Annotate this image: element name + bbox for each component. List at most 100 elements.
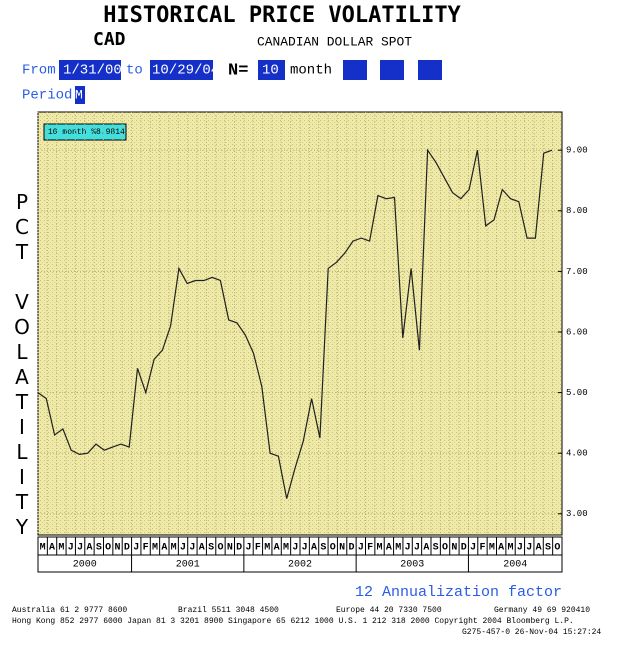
x-tick-label: J <box>133 543 139 554</box>
x-tick-label: M <box>283 543 289 554</box>
x-tick-label: O <box>217 543 223 554</box>
x-tick-label: M <box>171 543 177 554</box>
legend-value: 8.9814 <box>96 128 125 137</box>
x-tick-label: J <box>77 543 83 554</box>
x-tick-label: A <box>49 543 55 554</box>
annotation: 12 Annualization factor <box>355 584 562 601</box>
x-tick-label: M <box>264 543 270 554</box>
x-tick-label: M <box>489 543 495 554</box>
x-tick-label: J <box>517 543 523 554</box>
y-tick-label: 7.00 <box>566 267 588 277</box>
x-tick-label: J <box>414 543 420 554</box>
footer-text: Europe 44 20 7330 7500 <box>336 606 442 615</box>
footer-text: Australia 61 2 9777 8600 <box>12 606 127 615</box>
year-label: 2002 <box>288 560 312 571</box>
n-label: N= <box>228 61 248 80</box>
n-unit: month <box>290 63 332 79</box>
x-tick-label: S <box>96 543 102 554</box>
description: CANADIAN DOLLAR SPOT <box>257 34 412 49</box>
x-tick-label: M <box>395 543 401 554</box>
footer-text: Hong Kong 852 2977 6000 Japan 81 3 3201 … <box>12 617 574 626</box>
x-tick-label: D <box>461 543 467 554</box>
x-tick-label: S <box>545 543 551 554</box>
year-label: 2004 <box>503 560 527 571</box>
series-line <box>37 148 553 499</box>
footer-text: G275-457-0 26-Nov-04 15:27:24 <box>462 628 601 637</box>
x-tick-label: A <box>274 543 280 554</box>
button[interactable] <box>418 60 442 80</box>
x-tick-label: O <box>554 543 560 554</box>
x-tick-label: A <box>498 543 504 554</box>
x-tick-label: N <box>115 543 121 554</box>
x-tick-label: F <box>255 543 261 554</box>
x-tick-label: J <box>180 543 186 554</box>
x-tick-label: M <box>40 543 46 554</box>
to-label: to <box>126 63 143 79</box>
y-tick-label: 3.00 <box>566 509 588 519</box>
from-label: From <box>22 63 56 79</box>
y-tick-label: 6.00 <box>566 327 588 337</box>
x-tick-label: D <box>236 543 242 554</box>
year-label: 2003 <box>400 560 424 571</box>
x-tick-label: M <box>58 543 64 554</box>
x-tick-label: J <box>470 543 476 554</box>
from: 1/31/00 <box>63 63 122 79</box>
x-tick-label: S <box>433 543 439 554</box>
x-tick-label: N <box>339 543 345 554</box>
to-box[interactable] <box>150 60 213 80</box>
x-tick-label: J <box>246 543 252 554</box>
x-tick-label: A <box>86 543 92 554</box>
x-tick-label: F <box>367 543 373 554</box>
year-label: 2001 <box>176 560 200 571</box>
n: 10 <box>262 63 279 79</box>
year-label: 2000 <box>73 560 97 571</box>
period-label: Period <box>22 88 72 104</box>
x-tick-label: A <box>536 543 542 554</box>
legend-label: 10 month % <box>48 128 96 137</box>
from-box[interactable] <box>59 60 121 80</box>
x-tick-label: N <box>227 543 233 554</box>
x-tick-label: A <box>199 543 205 554</box>
x-tick-label: J <box>292 543 298 554</box>
period: M <box>75 87 83 102</box>
y-axis-label: PCT VOLATILITY <box>10 190 34 540</box>
x-tick-label: F <box>143 543 149 554</box>
y-tick-label: 8.00 <box>566 206 588 216</box>
x-tick-label: S <box>208 543 214 554</box>
x-tick-label: D <box>348 543 354 554</box>
x-tick-label: O <box>330 543 336 554</box>
x-tick-label: M <box>377 543 383 554</box>
x-tick-label: A <box>386 543 392 554</box>
n-box[interactable] <box>258 60 285 80</box>
title: HISTORICAL PRICE VOLATILITY <box>103 3 461 28</box>
button[interactable] <box>380 60 404 80</box>
x-tick-label: J <box>189 543 195 554</box>
x-tick-label: M <box>508 543 514 554</box>
x-tick-label: J <box>405 543 411 554</box>
y-tick-label: 4.00 <box>566 449 588 459</box>
period-box[interactable] <box>75 86 85 104</box>
x-tick-label: O <box>105 543 111 554</box>
plot-area <box>37 111 563 536</box>
x-tick-label: A <box>311 543 317 554</box>
y-tick-label: 9.00 <box>566 146 588 156</box>
to: 10/29/04 <box>152 63 219 79</box>
x-tick-label: J <box>68 543 74 554</box>
x-tick-label: J <box>358 543 364 554</box>
ticker: CAD <box>93 29 126 50</box>
button[interactable] <box>343 60 367 80</box>
x-tick-label: O <box>442 543 448 554</box>
x-tick-label: S <box>320 543 326 554</box>
x-tick-label: M <box>152 543 158 554</box>
footer-text: Brazil 5511 3048 4500 <box>178 606 279 615</box>
x-tick-label: N <box>451 543 457 554</box>
footer-text: Germany 49 69 920410 <box>494 606 590 615</box>
y-tick-label: 5.00 <box>566 388 588 398</box>
x-tick-label: A <box>423 543 429 554</box>
x-tick-label: D <box>124 543 130 554</box>
x-tick-label: J <box>526 543 532 554</box>
x-tick-label: F <box>479 543 485 554</box>
x-tick-label: J <box>302 543 308 554</box>
